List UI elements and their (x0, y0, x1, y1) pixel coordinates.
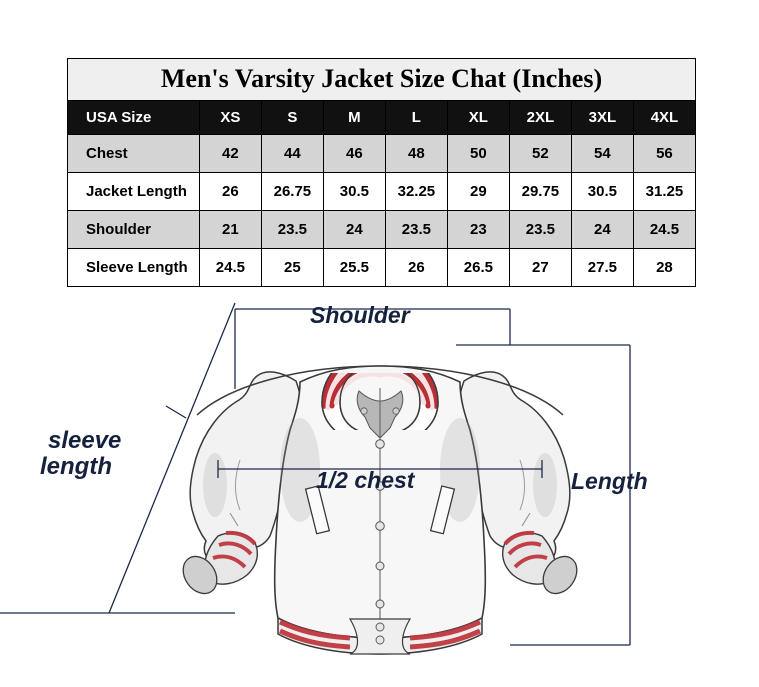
svg-text:1/2 chest: 1/2 chest (316, 467, 416, 493)
svg-text:Shoulder: Shoulder (310, 302, 411, 328)
svg-text:sleeve: sleeve (48, 427, 121, 454)
svg-text:Length: Length (571, 468, 648, 494)
svg-text:length: length (40, 453, 112, 480)
